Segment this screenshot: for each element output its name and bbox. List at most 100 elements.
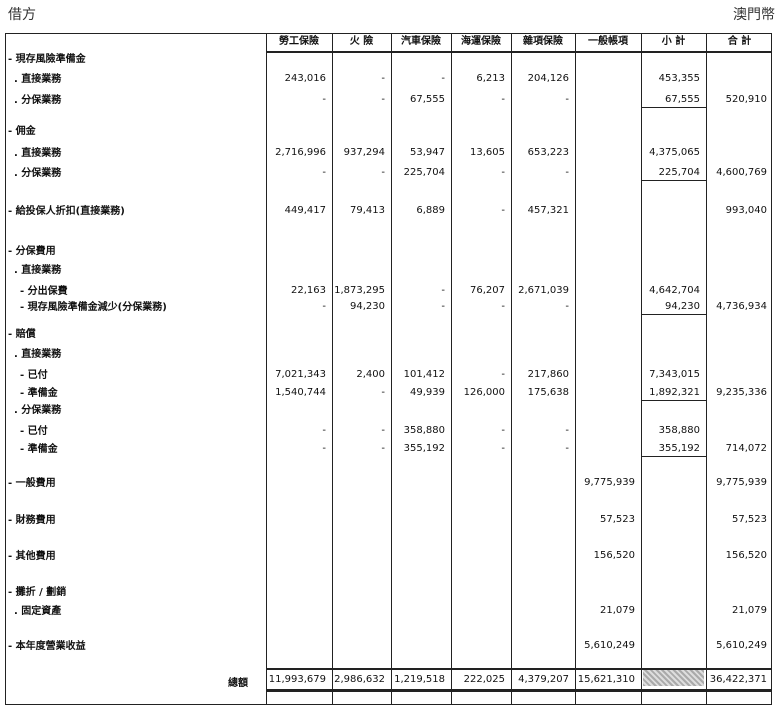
cell-value: - [441,301,445,312]
cell-value: 53,947 [410,147,445,158]
cell-value: 1,540,744 [275,387,326,398]
column-divider [451,34,452,704]
cell-value: - [565,443,569,454]
total-top-rule [266,668,771,670]
cell-value: - [322,94,326,105]
cell-value: 457,321 [527,205,569,216]
cell-value: - [565,301,569,312]
cell-value: - [381,387,385,398]
cell-value: - [501,443,505,454]
row-label: - 分保費用 [8,246,56,257]
cell-value: 21,079 [600,605,635,616]
row-label: - 攤折 / 劃銷 [8,587,67,598]
cell-value: 6,213 [476,73,505,84]
cell-value: - [322,425,326,436]
column-header: 汽車保險 [401,36,441,47]
cell-value: - [381,425,385,436]
total-bottom-rule [266,689,771,692]
cell-value: 9,775,939 [716,477,767,488]
cell-value: 4,642,704 [649,285,700,296]
column-divider [511,34,512,704]
row-label: - 準備金 [20,444,58,455]
currency-label: 澳門幣 [733,7,775,23]
row-label: - 一般費用 [8,478,56,489]
row-label: . 分保業務 [14,95,62,106]
cell-value: 101,412 [403,369,445,380]
cell-value: 156,520 [593,550,635,561]
cell-value: 355,192 [658,443,700,454]
cell-value: 49,939 [410,387,445,398]
cell-value: 57,523 [600,514,635,525]
cell-value: 57,523 [732,514,767,525]
cell-value: 4,375,065 [649,147,700,158]
row-label: - 其他費用 [8,551,56,562]
cell-value: - [501,301,505,312]
subtotal-underline [641,314,706,315]
row-label: - 現存風險準備金 [8,54,86,65]
row-label: . 直接業務 [14,349,62,360]
cell-value: 5,610,249 [584,640,635,651]
cell-value: - [501,94,505,105]
cell-value: - [381,167,385,178]
column-header: 小 計 [661,36,686,47]
column-divider [332,34,333,704]
total-value: 4,379,207 [518,674,569,685]
cell-value: 6,889 [416,205,445,216]
cell-value: - [565,94,569,105]
cell-value: 653,223 [527,147,569,158]
column-header: 一般帳項 [588,36,628,47]
cell-value: - [441,285,445,296]
row-label: - 分出保費 [20,286,68,297]
total-label: 總額 [228,678,248,689]
cell-value: - [565,167,569,178]
cell-value: - [501,205,505,216]
cell-value: 4,736,934 [716,301,767,312]
row-label: - 佣金 [8,126,36,137]
cell-value: - [381,73,385,84]
cell-value: 204,126 [527,73,569,84]
cell-value: - [501,425,505,436]
cell-value: 4,600,769 [716,167,767,178]
row-label: - 已付 [20,426,48,437]
cell-value: 9,235,336 [716,387,767,398]
cell-value: 217,860 [527,369,569,380]
cell-value: 5,610,249 [716,640,767,651]
column-header: 火 險 [349,36,374,47]
column-divider [391,34,392,704]
cell-value: 13,605 [470,147,505,158]
row-label: . 直接業務 [14,74,62,85]
cell-value: 94,230 [665,301,700,312]
cell-value: 175,638 [527,387,569,398]
cell-value: 22,163 [291,285,326,296]
column-header: 雜項保險 [523,36,563,47]
row-label: . 固定資產 [14,606,62,617]
financial-table: 勞工保險 火 險 汽車保險 海運保險 雜項保險 一般帳項 小 計 合 計 - 現存風險準備金 . … [5,33,772,705]
column-divider [266,34,267,704]
cell-value: 453,355 [658,73,700,84]
column-header: 勞工保險 [279,36,319,47]
total-value: 1,219,518 [394,674,445,685]
row-label: - 現存風險準備金減少(分保業務) [20,302,167,313]
cell-value: 2,400 [356,369,385,380]
cell-value: 94,230 [350,301,385,312]
cell-value: 355,192 [403,443,445,454]
subtotal-underline [641,107,706,108]
column-divider [706,34,707,704]
row-label: - 給投保人折扣(直接業務) [8,206,125,217]
cell-value: 449,417 [284,205,326,216]
cell-value: - [322,167,326,178]
cell-value: 358,880 [658,425,700,436]
cell-value: 520,910 [725,94,767,105]
cell-value: - [322,443,326,454]
cell-value: 9,775,939 [584,477,635,488]
cell-value: 225,704 [403,167,445,178]
cell-value: 714,072 [725,443,767,454]
cell-value: - [565,425,569,436]
row-label: . 直接業務 [14,148,62,159]
row-label: - 賠償 [8,329,36,340]
cell-value: 1,892,321 [649,387,700,398]
column-header: 海運保險 [461,36,501,47]
cell-value: 1,873,295 [334,285,385,296]
row-label: - 本年度營業收益 [8,641,86,652]
subtotal-underline [641,400,706,401]
